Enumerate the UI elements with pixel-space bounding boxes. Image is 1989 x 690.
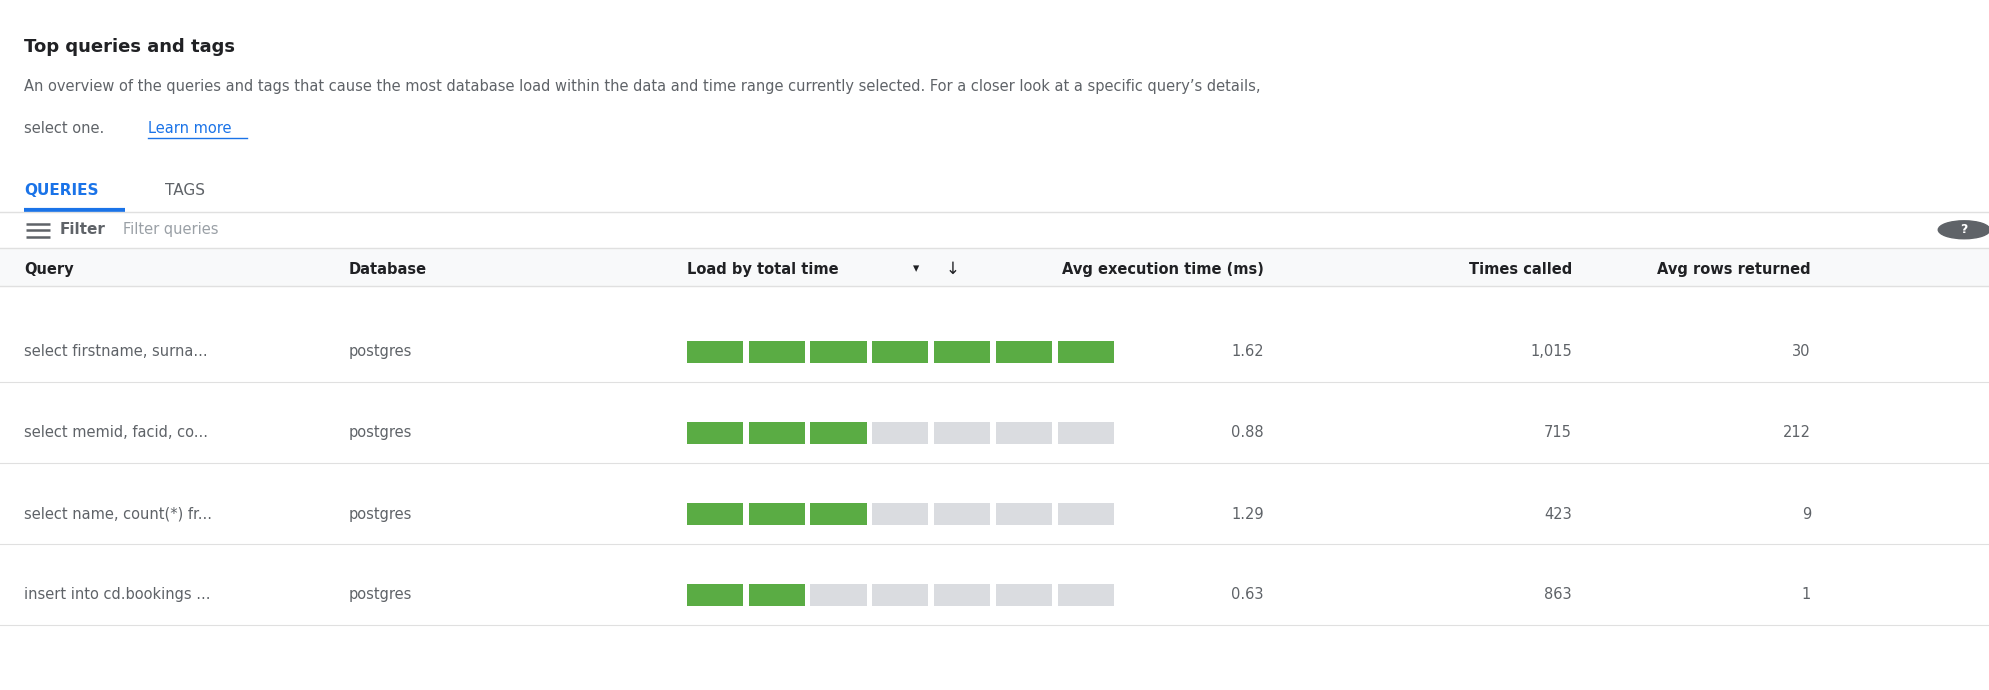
Text: select firstname, surna...: select firstname, surna... xyxy=(24,344,207,359)
Text: QUERIES: QUERIES xyxy=(24,183,97,198)
Text: select name, count(*) fr...: select name, count(*) fr... xyxy=(24,506,211,522)
FancyBboxPatch shape xyxy=(748,422,804,444)
FancyBboxPatch shape xyxy=(996,584,1052,606)
Text: 1: 1 xyxy=(1800,587,1810,602)
Text: An overview of the queries and tags that cause the most database load within the: An overview of the queries and tags that… xyxy=(24,79,1259,95)
FancyBboxPatch shape xyxy=(748,584,804,606)
Text: 0.63: 0.63 xyxy=(1231,587,1263,602)
Text: Query: Query xyxy=(24,262,74,277)
Text: Learn more: Learn more xyxy=(147,121,231,136)
FancyBboxPatch shape xyxy=(686,584,742,606)
Text: ?: ? xyxy=(1959,224,1967,236)
FancyBboxPatch shape xyxy=(686,341,742,363)
FancyBboxPatch shape xyxy=(871,584,929,606)
Text: postgres: postgres xyxy=(348,344,412,359)
Circle shape xyxy=(1937,221,1989,239)
FancyBboxPatch shape xyxy=(0,248,1989,286)
Text: Load by total time: Load by total time xyxy=(686,262,837,277)
Text: select memid, facid, co...: select memid, facid, co... xyxy=(24,425,207,440)
Text: 0.88: 0.88 xyxy=(1231,425,1263,440)
FancyBboxPatch shape xyxy=(748,503,804,525)
Text: Filter: Filter xyxy=(60,222,105,237)
Text: Avg rows returned: Avg rows returned xyxy=(1657,262,1810,277)
Text: Times called: Times called xyxy=(1468,262,1571,277)
Text: 1.62: 1.62 xyxy=(1231,344,1263,359)
Text: 423: 423 xyxy=(1543,506,1571,522)
FancyBboxPatch shape xyxy=(810,584,865,606)
FancyBboxPatch shape xyxy=(871,503,929,525)
Text: insert into cd.bookings ...: insert into cd.bookings ... xyxy=(24,587,211,602)
Text: postgres: postgres xyxy=(348,425,412,440)
Text: 212: 212 xyxy=(1782,425,1810,440)
FancyBboxPatch shape xyxy=(935,584,991,606)
Text: 1.29: 1.29 xyxy=(1231,506,1263,522)
Text: Database: Database xyxy=(348,262,426,277)
FancyBboxPatch shape xyxy=(0,475,1989,544)
Text: 715: 715 xyxy=(1543,425,1571,440)
FancyBboxPatch shape xyxy=(871,422,929,444)
Text: select one.: select one. xyxy=(24,121,109,136)
FancyBboxPatch shape xyxy=(935,341,991,363)
FancyBboxPatch shape xyxy=(810,422,865,444)
FancyBboxPatch shape xyxy=(0,313,1989,382)
Text: 863: 863 xyxy=(1543,587,1571,602)
FancyBboxPatch shape xyxy=(1058,422,1114,444)
FancyBboxPatch shape xyxy=(871,341,929,363)
FancyBboxPatch shape xyxy=(935,503,991,525)
FancyBboxPatch shape xyxy=(996,341,1052,363)
FancyBboxPatch shape xyxy=(1058,503,1114,525)
Text: Top queries and tags: Top queries and tags xyxy=(24,38,235,56)
FancyBboxPatch shape xyxy=(1058,341,1114,363)
Text: Avg execution time (ms): Avg execution time (ms) xyxy=(1062,262,1263,277)
Text: Filter queries: Filter queries xyxy=(123,222,219,237)
FancyBboxPatch shape xyxy=(686,503,742,525)
FancyBboxPatch shape xyxy=(996,422,1052,444)
FancyBboxPatch shape xyxy=(0,394,1989,463)
FancyBboxPatch shape xyxy=(748,341,804,363)
Text: 30: 30 xyxy=(1792,344,1810,359)
FancyBboxPatch shape xyxy=(1058,584,1114,606)
FancyBboxPatch shape xyxy=(810,503,865,525)
Text: 9: 9 xyxy=(1800,506,1810,522)
FancyBboxPatch shape xyxy=(0,213,1989,248)
Text: postgres: postgres xyxy=(348,587,412,602)
FancyBboxPatch shape xyxy=(996,503,1052,525)
Text: 1,015: 1,015 xyxy=(1530,344,1571,359)
Text: ▾: ▾ xyxy=(913,263,919,275)
FancyBboxPatch shape xyxy=(810,341,865,363)
Text: postgres: postgres xyxy=(348,506,412,522)
Text: TAGS: TAGS xyxy=(165,183,205,198)
FancyBboxPatch shape xyxy=(0,556,1989,625)
FancyBboxPatch shape xyxy=(686,422,742,444)
Text: ↓: ↓ xyxy=(945,260,959,278)
FancyBboxPatch shape xyxy=(935,422,991,444)
